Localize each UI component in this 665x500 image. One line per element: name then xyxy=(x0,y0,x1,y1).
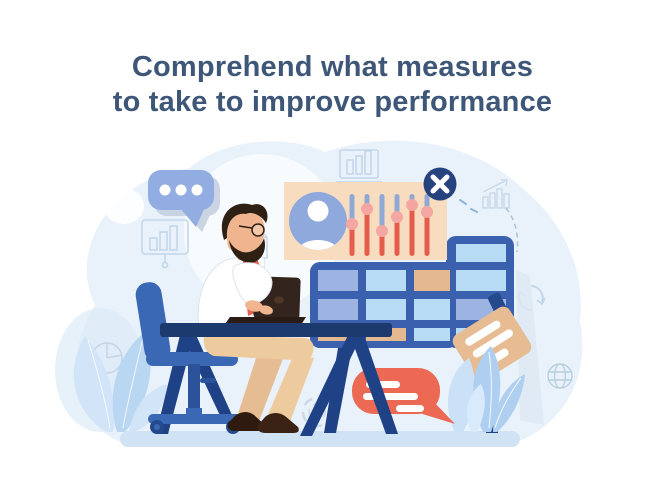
close-icon xyxy=(423,167,457,201)
dashed-curve xyxy=(505,207,519,253)
globe-icon xyxy=(547,363,573,389)
plant-left xyxy=(73,332,167,432)
page-title: Comprehend what measures to take to impr… xyxy=(0,50,665,120)
title-line-2: to take to improve performance xyxy=(112,86,553,118)
performance-sliders xyxy=(346,194,433,256)
typing-speech-bubble-icon xyxy=(148,170,220,232)
glasses-icon xyxy=(238,223,265,237)
beard xyxy=(229,238,265,263)
title-line-1: Comprehend what measures xyxy=(131,51,534,83)
dash-accents xyxy=(459,199,478,213)
slider-panel xyxy=(284,167,457,260)
hair xyxy=(221,203,268,240)
growth-bar-chart-icon xyxy=(482,179,510,209)
leg-back xyxy=(236,352,284,424)
thigh xyxy=(203,335,314,361)
office-chair xyxy=(135,282,242,434)
desk-legs-front xyxy=(300,335,398,436)
shoe-back xyxy=(227,412,267,431)
background-white-cut xyxy=(104,188,144,224)
desk-top xyxy=(160,323,392,337)
folder-icon xyxy=(452,292,532,382)
head xyxy=(226,211,265,253)
plant-right xyxy=(447,346,525,432)
ground-strip xyxy=(120,431,520,447)
bar-chart-monitor-icon xyxy=(141,219,189,269)
shoe-front xyxy=(257,413,299,433)
leg-front xyxy=(264,354,314,427)
pie-chart-icon xyxy=(91,342,123,374)
arm-and-hand xyxy=(232,262,273,315)
man-at-laptop xyxy=(197,203,314,433)
